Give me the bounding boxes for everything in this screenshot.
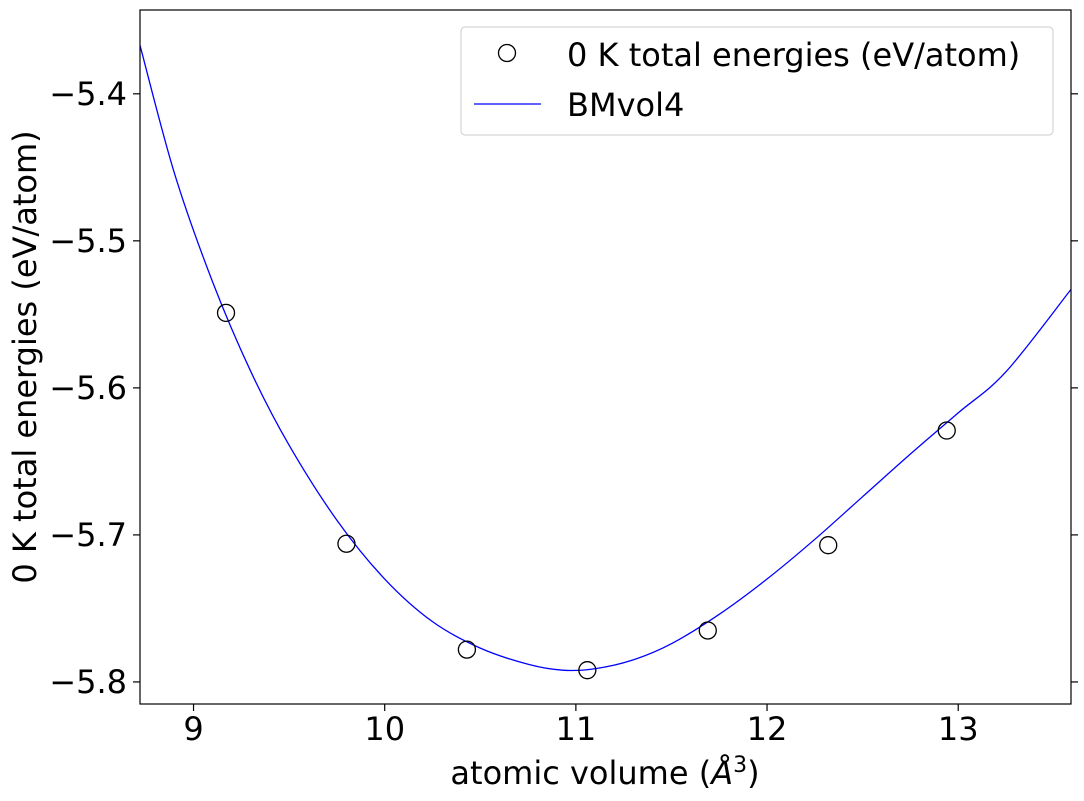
- legend-label-fit: BMvol4: [567, 86, 684, 124]
- data-point: [216, 303, 236, 323]
- x-tick-label: 13: [938, 710, 979, 748]
- legend-label-points: 0 K total energies (eV/atom): [567, 36, 1020, 74]
- y-axis-label: 0 K total energies (eV/atom): [6, 130, 44, 583]
- y-tick-label: −5.5: [49, 222, 127, 260]
- data-point: [937, 421, 956, 440]
- y-tick-label: −5.6: [49, 369, 127, 407]
- data-point: [578, 661, 597, 680]
- legend-frame: [460, 26, 1054, 136]
- x-axis: 9 10 11 12 13: [183, 704, 979, 748]
- data-point: [457, 640, 477, 659]
- y-tick-label: −5.4: [49, 75, 127, 113]
- y-axis: −5.4 −5.5 −5.6 −5.7 −5.8: [49, 75, 1078, 701]
- data-point: [698, 621, 717, 640]
- bmvol4-fit-line: [140, 45, 1071, 672]
- x-tick-label: 10: [364, 710, 405, 748]
- y-tick-label: −5.7: [49, 516, 127, 554]
- legend: 0 K total energies (eV/atom) BMvol4: [460, 26, 1054, 136]
- x-tick-label: 9: [183, 710, 203, 748]
- fit-curve-layer: [140, 45, 1071, 672]
- legend-marker-circle: [497, 43, 517, 63]
- x-tick-label: 11: [556, 710, 597, 748]
- plot-frame: [139, 9, 1072, 705]
- data-points-layer: [216, 303, 956, 680]
- y-tick-label: −5.8: [49, 663, 127, 701]
- data-point: [819, 536, 838, 555]
- x-axis-label: atomic volume (Å3): [450, 753, 759, 792]
- x-tick-label: 12: [747, 710, 788, 748]
- data-point: [337, 534, 356, 553]
